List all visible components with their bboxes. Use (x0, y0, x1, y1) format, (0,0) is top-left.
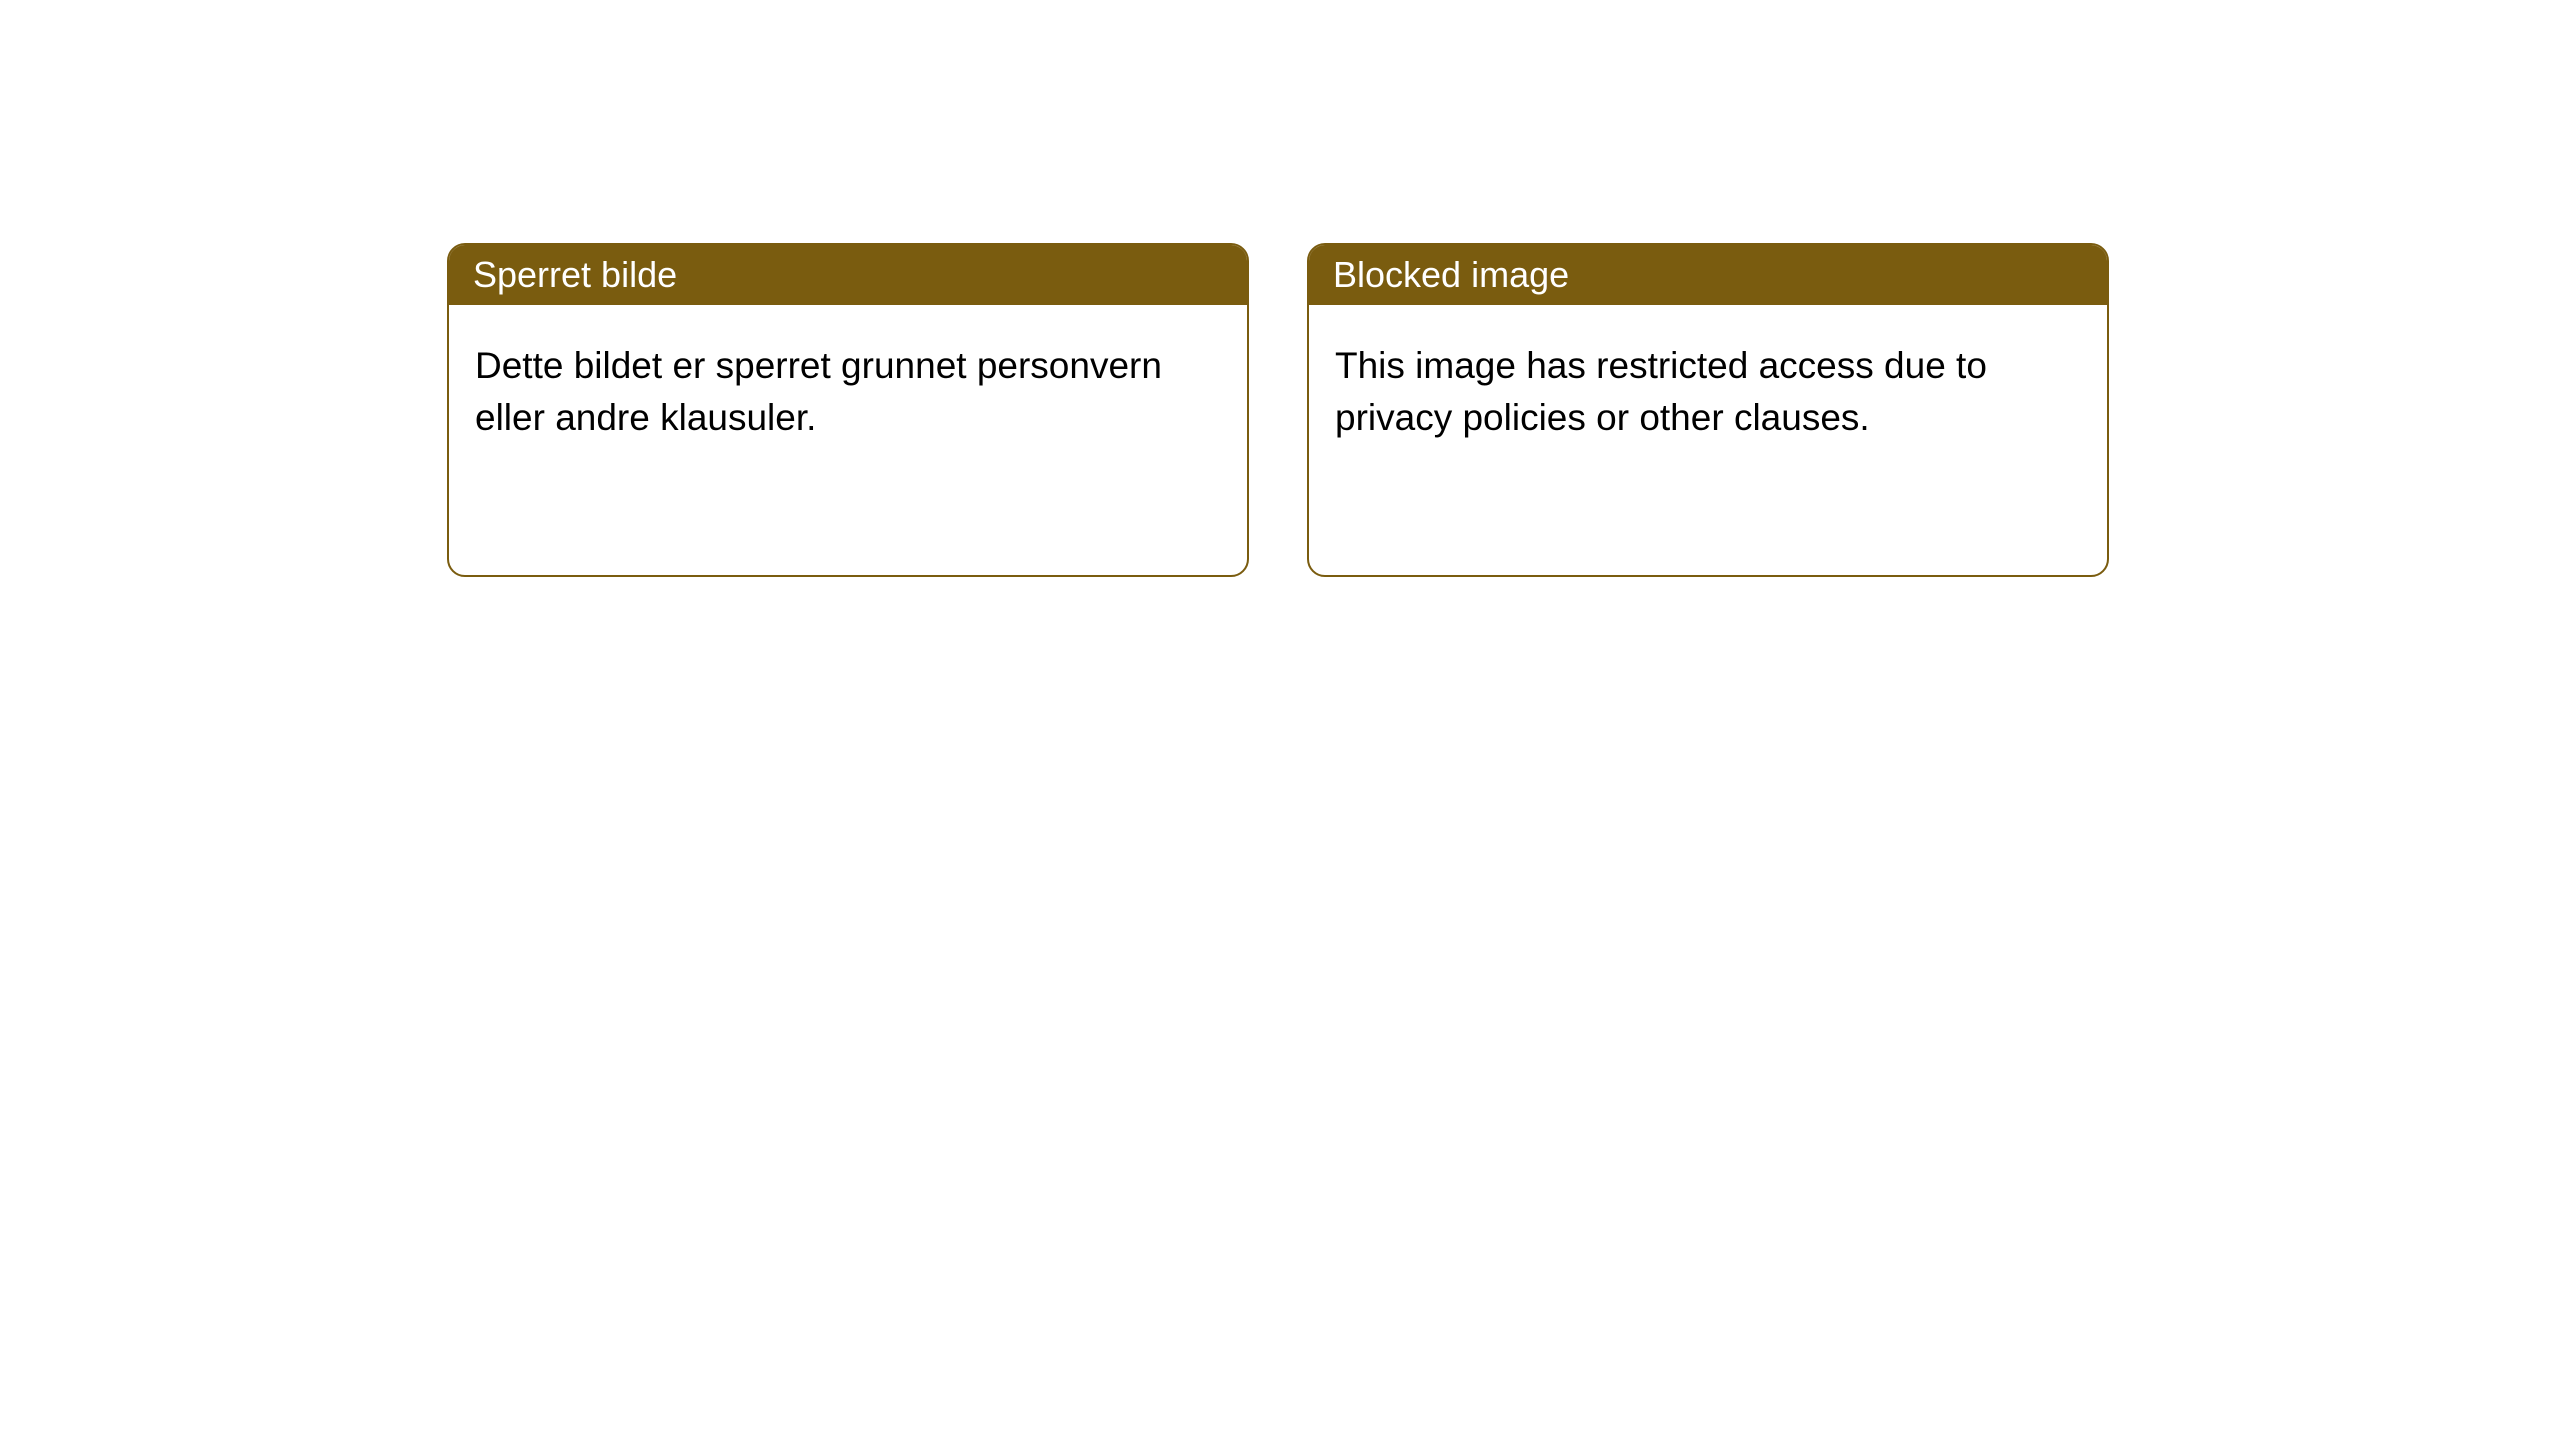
notice-text-english: This image has restricted access due to … (1335, 345, 1987, 438)
notice-header-norwegian: Sperret bilde (449, 245, 1247, 305)
notice-text-norwegian: Dette bildet er sperret grunnet personve… (475, 345, 1162, 438)
notice-card-english: Blocked image This image has restricted … (1307, 243, 2109, 577)
notice-title-norwegian: Sperret bilde (473, 254, 677, 296)
notice-title-english: Blocked image (1333, 254, 1569, 296)
notice-body-english: This image has restricted access due to … (1309, 305, 2107, 575)
notice-header-english: Blocked image (1309, 245, 2107, 305)
notice-container: Sperret bilde Dette bildet er sperret gr… (447, 243, 2109, 577)
notice-card-norwegian: Sperret bilde Dette bildet er sperret gr… (447, 243, 1249, 577)
notice-body-norwegian: Dette bildet er sperret grunnet personve… (449, 305, 1247, 575)
